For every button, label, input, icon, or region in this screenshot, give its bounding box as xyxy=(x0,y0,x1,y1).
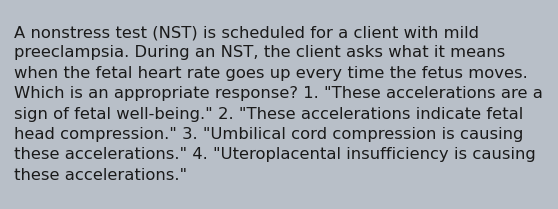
Text: A nonstress test (NST) is scheduled for a client with mild
preeclampsia. During : A nonstress test (NST) is scheduled for … xyxy=(14,25,543,183)
